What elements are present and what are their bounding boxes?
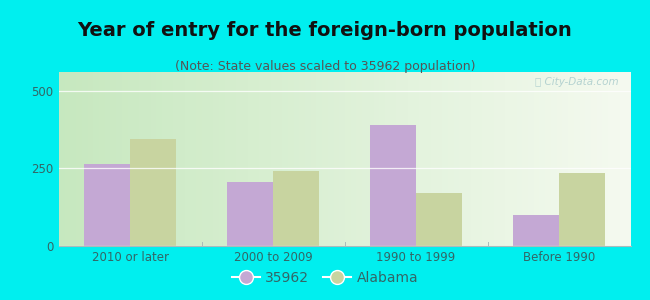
- Bar: [130, 139, 176, 246]
- Text: Year of entry for the foreign-born population: Year of entry for the foreign-born popul…: [77, 21, 573, 40]
- Bar: [559, 173, 604, 246]
- Bar: [227, 182, 273, 246]
- Bar: [514, 215, 559, 246]
- Text: Ⓢ City-Data.com: Ⓢ City-Data.com: [536, 77, 619, 87]
- Bar: [273, 171, 318, 246]
- Bar: [416, 193, 462, 246]
- Bar: [370, 125, 416, 246]
- Text: (Note: State values scaled to 35962 population): (Note: State values scaled to 35962 popu…: [175, 60, 475, 73]
- Bar: [84, 164, 130, 246]
- Legend: 35962, Alabama: 35962, Alabama: [226, 265, 424, 290]
